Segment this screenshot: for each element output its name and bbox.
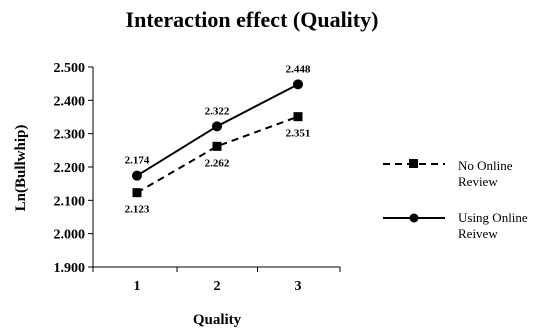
series-layer: 2.123 2.262 2.351 2.174 2.322 2.448 (125, 63, 311, 215)
y-tick-label: 2.500 (54, 61, 86, 76)
data-label: 2.351 (286, 128, 311, 140)
x-tick-label: 1 (134, 279, 141, 294)
y-tick-label: 2.000 (54, 228, 86, 243)
legend-item-no-online-review: No Online Review (383, 158, 513, 189)
data-point-circle (132, 170, 142, 181)
legend-label-line-1: Using Online (458, 210, 528, 225)
data-point-square (212, 141, 222, 151)
x-tick-label: 3 (295, 279, 302, 294)
chart-title: Interaction effect (Quality) (126, 7, 379, 32)
data-point-circle (293, 79, 303, 90)
series-line (136, 115, 299, 194)
legend-label-line-2: Review (458, 174, 498, 189)
y-tick-label: 2.200 (54, 161, 86, 176)
data-label: 2.322 (205, 105, 230, 117)
x-axis-title: Quality (193, 312, 242, 328)
data-point-square (132, 188, 142, 198)
legend-square-marker-icon (409, 159, 418, 168)
data-label: 2.262 (205, 157, 230, 169)
data-point-square (293, 112, 303, 122)
legend: No Online Review Using Online Reivew (383, 158, 528, 241)
series-using-online-reivew: 2.174 2.322 2.448 (125, 63, 311, 181)
y-tick-label: 2.400 (54, 94, 86, 109)
data-label: 2.448 (286, 63, 311, 75)
legend-label-line-2: Reivew (458, 226, 498, 241)
y-axis-title: Ln(Bullwhip) (13, 125, 29, 212)
data-point-circle (212, 121, 222, 132)
legend-circle-marker-icon (409, 213, 419, 223)
y-tick-label: 2.300 (54, 128, 86, 143)
data-label: 2.123 (125, 204, 150, 216)
data-label: 2.174 (125, 155, 150, 167)
y-axis-ticks: 1.900 2.000 2.100 2.200 2.300 2.400 2.500 (54, 61, 93, 276)
y-tick-label: 2.100 (54, 194, 86, 209)
legend-label-line-1: No Online (458, 158, 513, 173)
legend-item-using-online-reivew: Using Online Reivew (383, 210, 528, 241)
series-no-online-review: 2.123 2.262 2.351 (125, 112, 311, 216)
x-tick-label: 2 (214, 279, 221, 294)
x-axis-ticks: 1 2 3 (92, 267, 341, 294)
y-tick-label: 1.900 (54, 261, 86, 276)
